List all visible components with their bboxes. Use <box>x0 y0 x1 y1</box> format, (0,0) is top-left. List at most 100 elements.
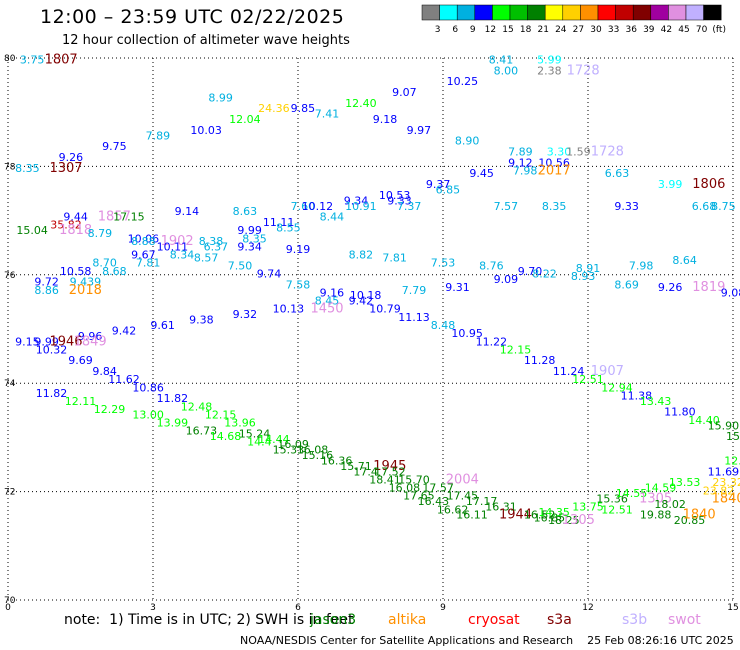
wave-height-label: 8.35 <box>242 232 267 245</box>
pass-time-label: 1307 <box>49 161 82 176</box>
pass-time-label: 1946 <box>49 334 82 349</box>
wave-height-label: 7.37 <box>397 200 422 213</box>
x-tick-label: 3 <box>150 603 156 613</box>
wave-height-label: 14.55 <box>616 487 648 500</box>
wave-height-label: 17.15 <box>113 211 145 224</box>
wave-height-label: 10.53 <box>379 189 411 202</box>
wave-height-label: 9.12 <box>508 156 533 169</box>
page-title: 12:00 – 23:59 UTC 02/22/2025 <box>40 6 345 28</box>
wave-height-label: 7.89 <box>508 146 533 159</box>
wave-height-label: 12.51 <box>601 503 633 516</box>
wave-height-label: 9.07 <box>392 86 417 99</box>
wave-height-label: 14.68 <box>210 430 242 443</box>
x-tick-label: 9 <box>440 603 446 613</box>
wave-height-label: 9.14 <box>175 205 200 218</box>
pass-time-label: 1840 <box>683 508 716 523</box>
wave-height-label: 16.31 <box>485 501 517 514</box>
wave-height-label: 15 <box>726 430 740 443</box>
wave-height-label: 11.62 <box>108 373 140 386</box>
wave-height-label: 19.88 <box>640 509 672 522</box>
wave-height-label: 15.90 <box>708 419 740 432</box>
wave-height-label: 23.82 <box>703 484 735 497</box>
wave-height-label: 8.63 <box>233 205 258 218</box>
pass-time-label: 2018 <box>69 283 102 298</box>
pass-time-label: 1728 <box>567 63 600 78</box>
pass-time-label: 2017 <box>538 164 571 179</box>
wave-height-label: 8.75 <box>711 200 736 213</box>
wave-height-label: 16.11 <box>456 509 488 522</box>
wave-height-label: 14.44 <box>258 433 290 446</box>
wave-height-label: 11.82 <box>157 392 189 405</box>
wave-height-label: 9.67 <box>131 249 156 262</box>
wave-height-label: 10.95 <box>451 327 483 340</box>
pass-time-label: 1806 <box>692 177 725 192</box>
wave-height-label: 16.62 <box>437 503 469 516</box>
wave-height-label: 13.96 <box>224 417 256 430</box>
wave-height-label: 7.60 <box>291 200 316 213</box>
wave-height-label: 8.76 <box>479 259 504 272</box>
legend-label: 3 <box>435 25 441 35</box>
wave-height-label: 11.13 <box>398 311 430 324</box>
legend-label: 70 <box>696 25 708 35</box>
wave-height-label: 10.58 <box>60 265 92 278</box>
y-tick-label: 78 <box>4 162 16 172</box>
wave-height-label: 9.33 <box>614 200 639 213</box>
wave-height-label: 9.69 <box>68 354 93 367</box>
wave-height-label: 9.32 <box>233 308 258 321</box>
wave-height-label: 10.11 <box>157 240 189 253</box>
wave-height-label: 9.26 <box>658 281 683 294</box>
wave-height-label: 7.50 <box>228 259 253 272</box>
legend-label: 27 <box>573 25 584 35</box>
wave-height-label: 16.85 <box>534 511 566 524</box>
wave-height-label: 12.15 <box>500 343 532 356</box>
wave-height-label: 11.11 <box>263 216 295 229</box>
pass-time-label: 1728 <box>591 145 624 160</box>
wave-height-label: 13.99 <box>157 417 189 430</box>
pass-time-label: 1902 <box>161 234 194 249</box>
wave-height-label: 10.56 <box>538 156 570 169</box>
wave-height-label: 14.35 <box>538 506 570 519</box>
wave-height-label: 9.74 <box>257 268 282 281</box>
wave-height-label: 15.16 <box>302 449 334 462</box>
wave-height-label: 9.37 <box>426 178 451 191</box>
wave-height-label: 7.53 <box>431 257 456 270</box>
wave-height-label: 7.79 <box>402 284 427 297</box>
wave-height-label: 7.98 <box>513 165 538 178</box>
pass-time-label: 1945 <box>373 459 406 474</box>
x-tick-label: 6 <box>295 603 301 613</box>
wave-height-label: 8.99 <box>208 91 233 104</box>
wave-height-label: 16.43 <box>418 495 450 508</box>
wave-height-label: 11.28 <box>524 354 556 367</box>
wave-height-label: 6.85 <box>436 184 461 197</box>
wave-height-label: 15.70 <box>398 473 430 486</box>
data-points: 3.75 1807 8.41 5.99 8.00 2.38 1728 10.25 9.07 8.9… <box>15 52 740 528</box>
wave-height-label: 9.439 <box>70 276 102 289</box>
wave-height-label: 9.99 <box>237 224 262 237</box>
wave-height-label: 18.41 <box>369 473 401 486</box>
wave-height-label: 9.45 <box>469 167 494 180</box>
wave-height-label: 17.17 <box>466 495 498 508</box>
wave-height-label: 17.4 <box>353 465 378 478</box>
x-tick-label: 15 <box>727 603 738 613</box>
legend-label: 6 <box>452 25 458 35</box>
wave-height-label: 10.79 <box>369 303 401 316</box>
wave-height-label: 9.08 <box>721 286 740 299</box>
wave-height-label: 8.68 <box>102 265 127 278</box>
wave-height-label: 12. <box>724 455 740 468</box>
wave-height-label: 20.85 <box>674 514 706 527</box>
wave-height-label: 14.40 <box>688 414 720 427</box>
wave-height-label: 15.36 <box>596 492 628 505</box>
wave-height-label: 9.99 <box>34 335 59 348</box>
wave-height-label: 9.34 <box>344 194 369 207</box>
wave-height-label: 9.38 <box>189 314 214 327</box>
wave-height-label: 8.57 <box>194 251 219 264</box>
wave-height-label: 11.82 <box>36 387 68 400</box>
x-tick-label: 0 <box>5 603 11 613</box>
pass-time-label: 1818 <box>59 223 92 238</box>
wave-height-label: 10.25 <box>447 75 479 88</box>
wave-height-label: 18.25 <box>548 514 580 527</box>
wave-height-label: 9.33 <box>387 194 412 207</box>
wave-height-label: 9.70 <box>518 265 543 278</box>
wave-height-label: 12.48 <box>181 400 213 413</box>
